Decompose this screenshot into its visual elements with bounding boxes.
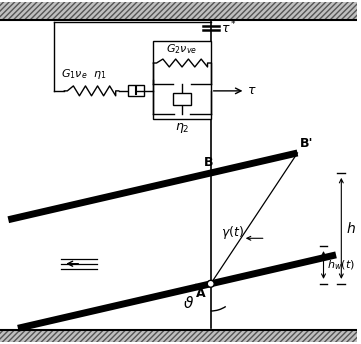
Bar <box>0 2 357 20</box>
Text: $\eta_2$: $\eta_2$ <box>175 121 189 136</box>
FancyBboxPatch shape <box>153 41 211 119</box>
Text: $h_w(t)$: $h_w(t)$ <box>327 258 355 272</box>
Text: $h$: $h$ <box>346 221 356 236</box>
Bar <box>0 330 357 342</box>
Text: A: A <box>196 287 206 300</box>
FancyBboxPatch shape <box>128 85 144 96</box>
Text: B: B <box>204 155 213 169</box>
Text: $G_2\nu_{ve}$: $G_2\nu_{ve}$ <box>166 42 197 56</box>
Text: $G_1\nu_e$  $\eta_1$: $G_1\nu_e$ $\eta_1$ <box>61 67 107 81</box>
Text: $\gamma(t)$: $\gamma(t)$ <box>221 224 244 241</box>
Text: B': B' <box>300 137 313 150</box>
Circle shape <box>207 280 214 287</box>
FancyBboxPatch shape <box>173 93 191 105</box>
Text: $\tau$: $\tau$ <box>247 84 257 97</box>
Text: $\vartheta$: $\vartheta$ <box>183 294 195 311</box>
Text: $\tau^*$: $\tau^*$ <box>221 19 236 36</box>
